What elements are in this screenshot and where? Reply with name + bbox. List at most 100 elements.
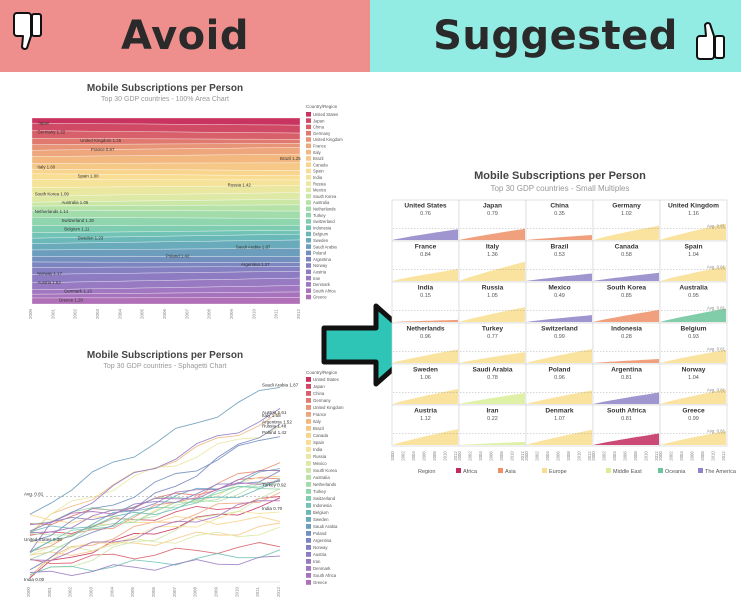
legend-entry: India (313, 447, 323, 452)
area-inline-label: Belgium 1.11 (64, 227, 90, 232)
cell-area (460, 441, 525, 445)
cell-value: 0.95 (688, 293, 699, 299)
cell-country: Mexico (548, 285, 570, 292)
series-line (29, 436, 281, 543)
legend-entry: United Kingdom (313, 405, 344, 410)
cell-area (594, 433, 659, 445)
x-tick-label: 2011 (255, 587, 260, 597)
x-tick-label: 2008 (633, 451, 638, 461)
series-line (29, 497, 281, 579)
cell-value: 0.76 (420, 211, 431, 217)
legend-entry: Indonesia (313, 225, 332, 230)
cell-value: 0.81 (621, 375, 632, 381)
legend-swatch (306, 468, 311, 473)
x-tick-label: 2010 (251, 308, 256, 319)
legend-swatch (306, 156, 311, 161)
cell-country: Indonesia (611, 326, 642, 333)
cell-country: Canada (615, 244, 639, 251)
legend-swatch (306, 419, 311, 424)
legend-swatch (306, 461, 311, 466)
legend-entry: Iran (313, 276, 321, 281)
spaghetti-chart-title: Mobile Subscriptions per Person (86, 350, 244, 361)
x-tick-label: 2012 (453, 451, 458, 461)
cell-value: 1.02 (621, 211, 632, 217)
x-tick-label: 2011 (274, 309, 279, 319)
cell-area (460, 352, 525, 363)
area-chart-subtitle: Top 30 GDP countries - 100% Area Chart (101, 96, 229, 103)
area-chart-title: Mobile Subscriptions per Person (86, 83, 244, 94)
area-inline-label: Poland 1.42 (166, 253, 190, 258)
series-line (29, 526, 281, 556)
cell-country: China (550, 203, 569, 210)
cell-area (661, 349, 726, 363)
legend-swatch (306, 256, 311, 262)
spaghetti-chart-subtitle: Top 30 GDP countries - Sphagetti Chart (103, 363, 227, 370)
legend-entry: Switzerland (313, 496, 336, 501)
area-inline-label: Germany 1.22 (37, 129, 65, 134)
x-tick-label: 2012 (520, 451, 525, 461)
legend-swatch (306, 559, 311, 564)
cell-country: Russia (482, 285, 504, 292)
cell-average-label: Avg. 0.81 (707, 224, 726, 229)
start-label: India 0.00 (24, 577, 45, 582)
legend-swatch (306, 412, 311, 417)
cell-area (527, 235, 592, 240)
cell-country: Italy (486, 244, 500, 251)
legend-swatch (306, 124, 311, 130)
x-tick-label: 2008 (700, 451, 705, 461)
legend-entry: Greece (313, 295, 327, 300)
legend-entry: Argentina (313, 538, 332, 543)
x-tick-label: 2012 (721, 451, 726, 461)
legend-entry: The Americas (705, 469, 736, 475)
legend-entry: Italy (313, 150, 322, 155)
legend-entry: South Korea (313, 194, 337, 199)
series-line (29, 462, 281, 552)
cell-country: Turkey (482, 326, 503, 333)
cell-country: Sweden (413, 367, 438, 374)
legend-swatch (698, 468, 703, 473)
legend-entry: Germany (313, 398, 332, 403)
legend-swatch (306, 482, 311, 487)
cell-value: 1.36 (487, 252, 498, 258)
legend-entry: China (313, 125, 325, 130)
legend-entry: Switzerland (313, 219, 335, 224)
legend-swatch (306, 200, 311, 205)
cell-country: South Africa (607, 408, 646, 415)
cell-country: United Kingdom (668, 203, 719, 210)
legend-entry: Poland (313, 531, 327, 536)
legend-entry: United Kingdom (313, 137, 343, 142)
x-tick-label: 2006 (151, 586, 156, 597)
cell-country: Poland (549, 367, 571, 374)
cell-area (460, 392, 525, 404)
cell-value: 0.85 (621, 293, 632, 299)
legend-entry: Brazil (313, 156, 324, 161)
legend-entry: Austria (313, 552, 327, 557)
cell-area (661, 430, 726, 445)
cell-value: 0.28 (621, 334, 632, 340)
cell-country: Belgium (680, 326, 706, 333)
cell-average-label: Avg. 0.81 (707, 265, 726, 270)
x-tick-label: 2012 (654, 451, 659, 461)
legend-swatch (306, 193, 311, 199)
legend-entry: Germany (313, 131, 331, 136)
series-line (29, 555, 281, 577)
legend-swatch (306, 454, 311, 459)
area-inline-label: Australia 1.06 (62, 200, 89, 205)
legend-swatch (306, 573, 311, 578)
end-label: Saudi Arabia 1.87 (262, 383, 299, 388)
area-inline-label: Spain 1.00 (78, 174, 100, 179)
cell-country: Greece (682, 408, 705, 415)
legend-swatch (306, 447, 311, 452)
legend-entry: Netherlands (313, 207, 336, 212)
legend-entry: Argentina (313, 257, 332, 262)
cell-value: 0.15 (420, 293, 431, 299)
cell-country: Argentina (611, 367, 642, 374)
series-line (29, 488, 281, 576)
area-inline-label: Saudi Arabia 1.87 (236, 244, 271, 249)
